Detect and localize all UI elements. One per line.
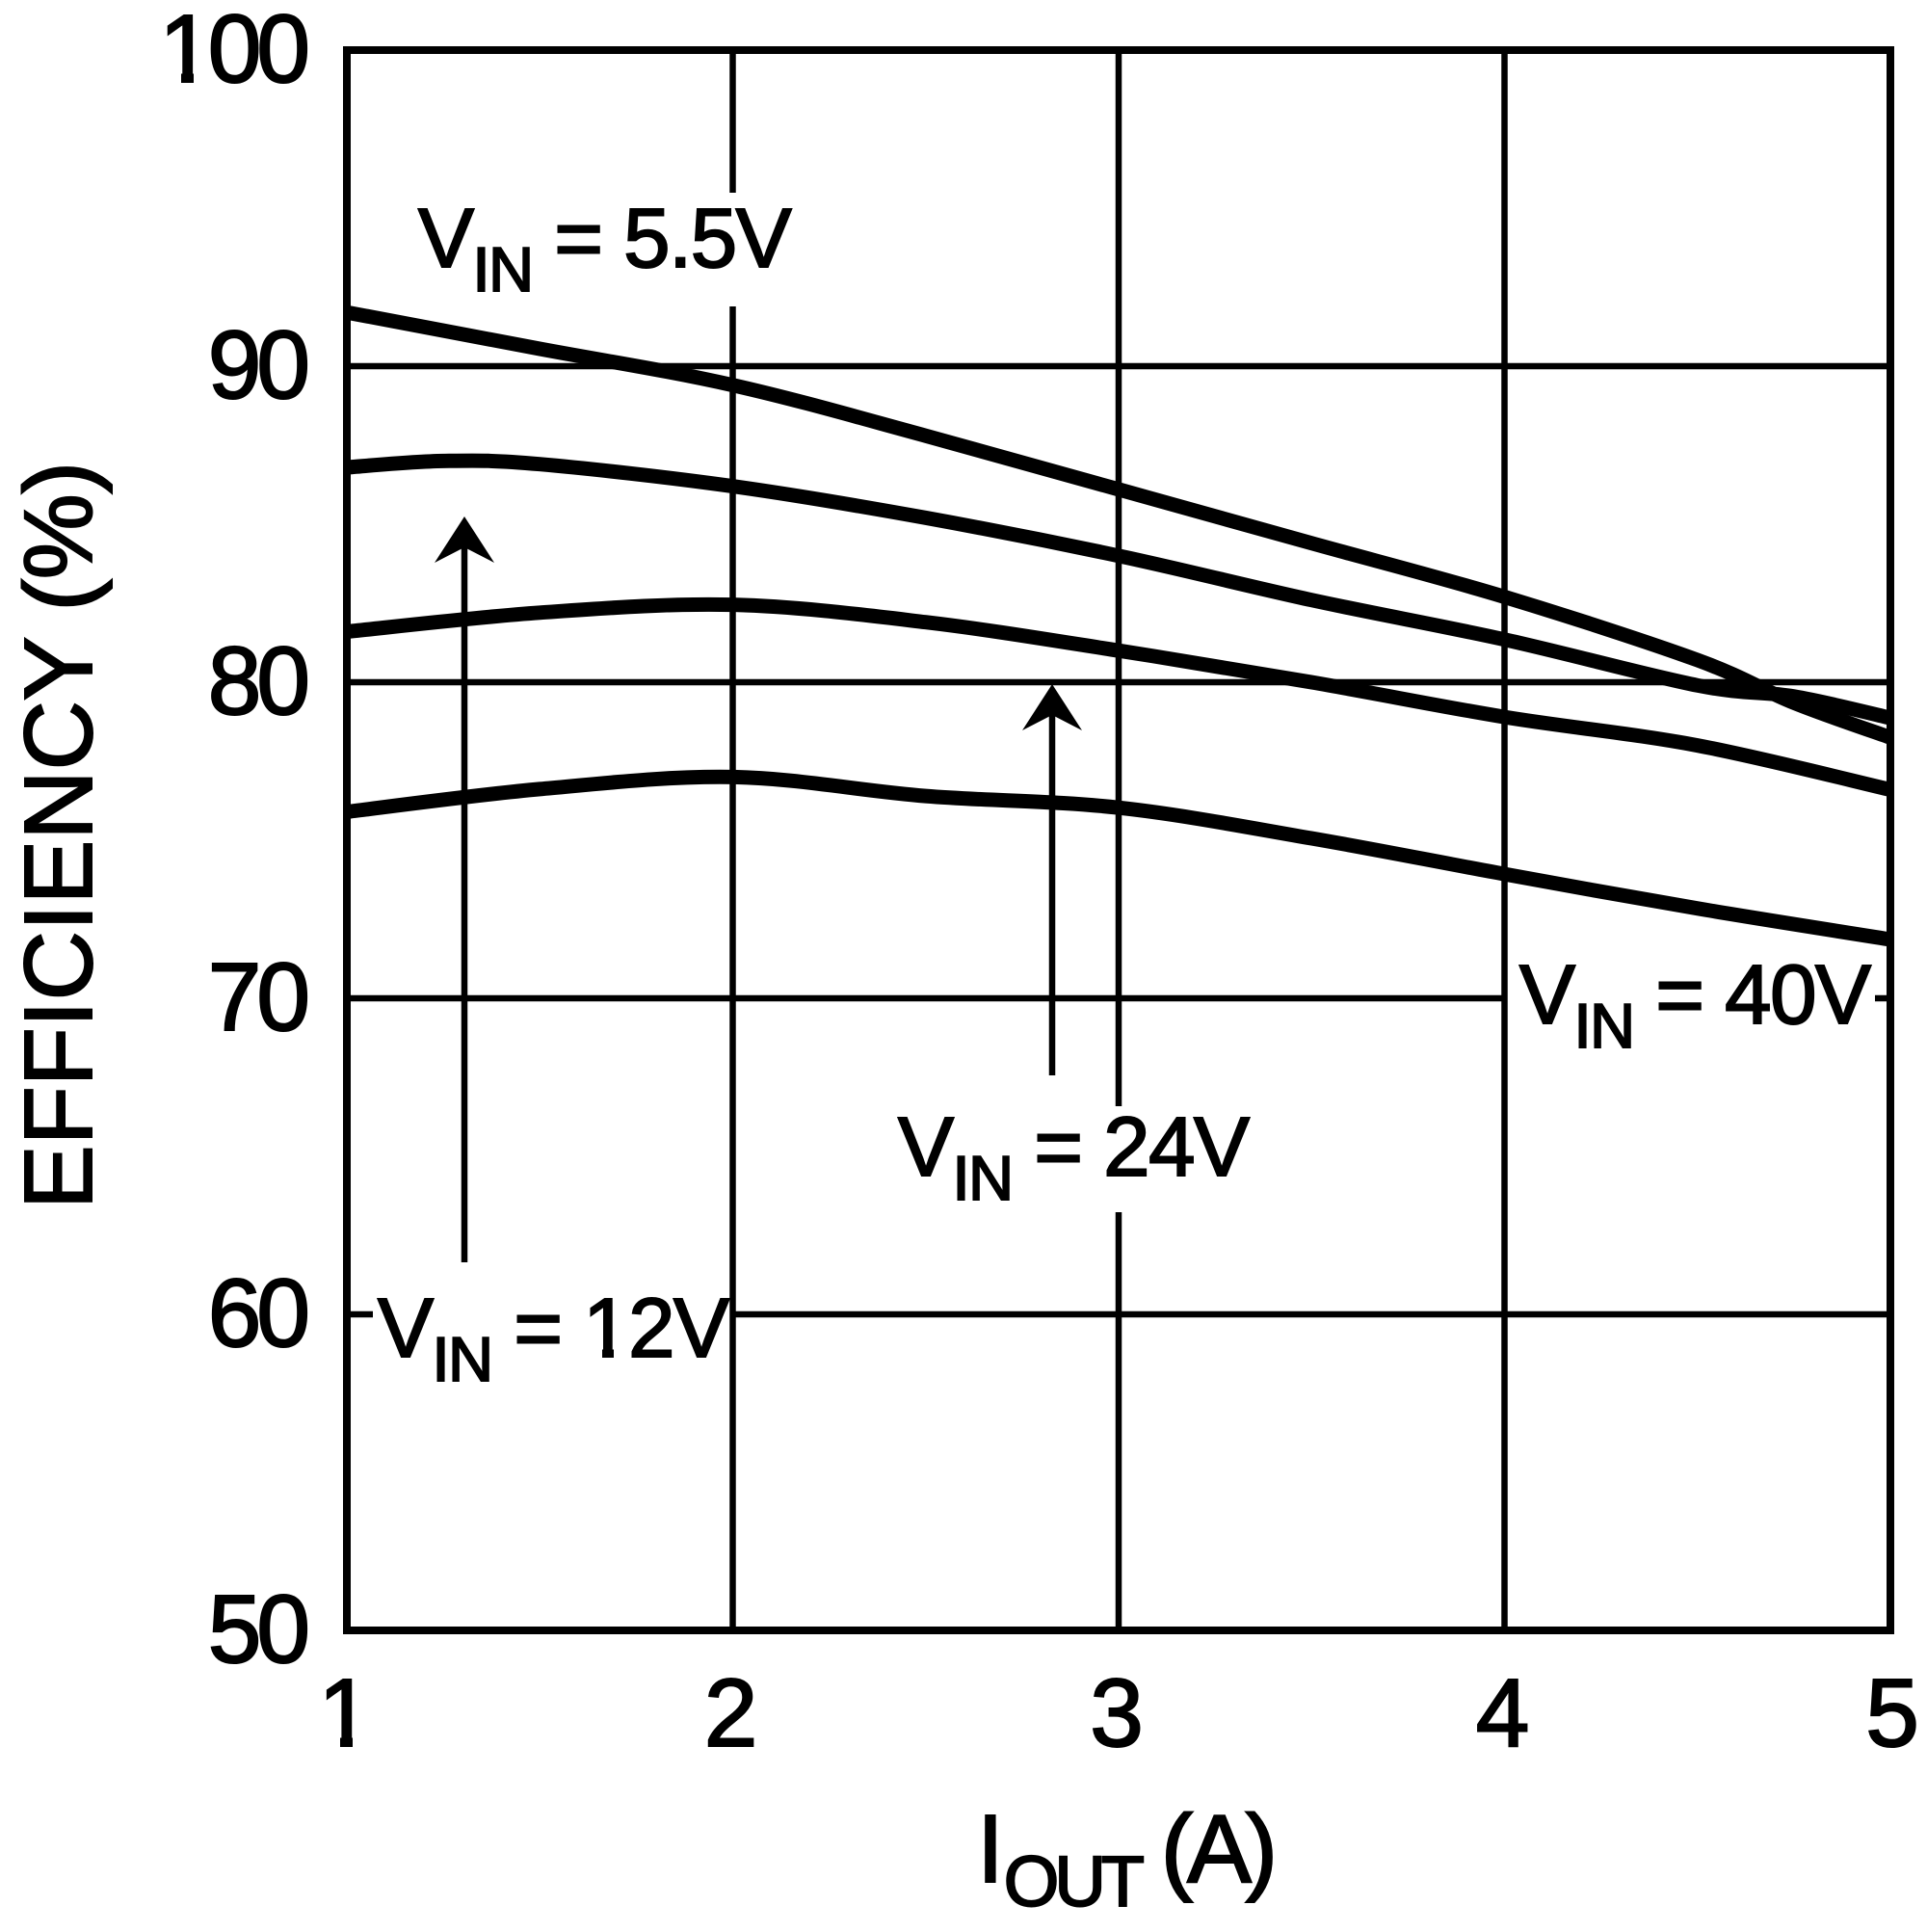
svg-text:5: 5 [1865,1659,1919,1767]
svg-text:60: 60 [208,1259,307,1367]
svg-text:3: 3 [1090,1659,1144,1767]
svg-text:EFFICIENCY (%): EFFICIENCY (%) [5,462,113,1209]
svg-text:100: 100 [159,0,306,103]
svg-text:IOUT (A): IOUT (A) [977,1795,1273,1921]
svg-text:90: 90 [208,311,307,419]
svg-text:80: 80 [208,627,307,735]
svg-text:1: 1 [318,1659,372,1767]
svg-text:2: 2 [704,1659,758,1767]
svg-text:50: 50 [208,1575,307,1683]
svg-text:70: 70 [208,943,307,1051]
svg-text:4: 4 [1476,1659,1530,1767]
